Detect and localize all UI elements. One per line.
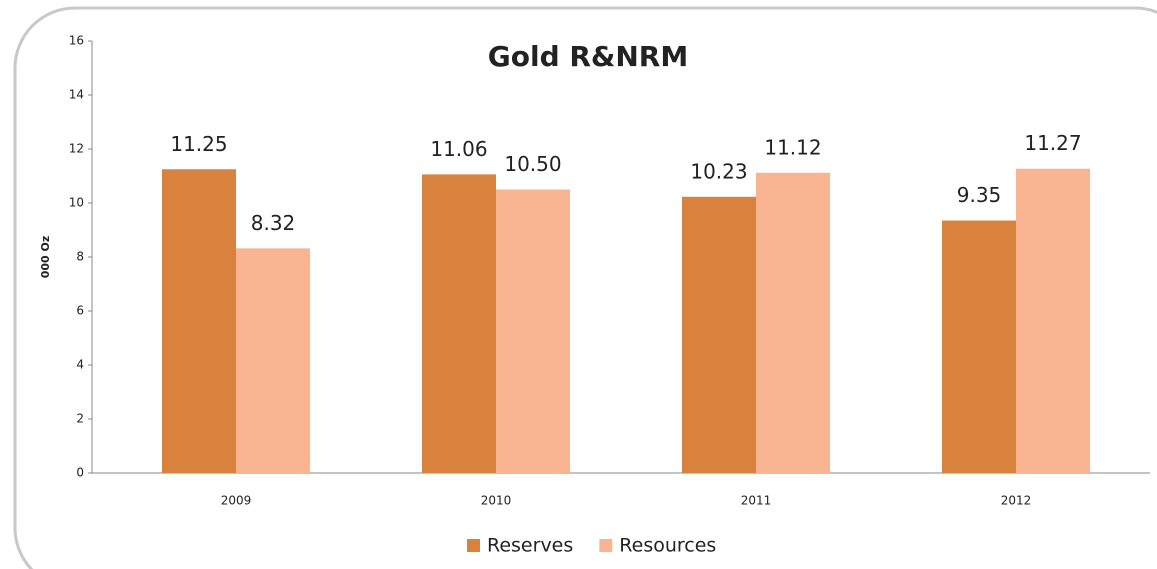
x-tick-label: 2012	[1001, 494, 1032, 508]
bar	[236, 248, 310, 473]
y-tick-label: 2	[76, 412, 84, 426]
data-label: 10.23	[690, 159, 747, 183]
data-label: 11.12	[764, 135, 821, 159]
bar	[496, 189, 570, 473]
bar	[756, 172, 830, 473]
y-tick-label: 4	[76, 358, 84, 372]
x-tick-label: 2009	[221, 494, 252, 508]
y-tick-label: 12	[69, 142, 84, 156]
x-tick-label: 2011	[741, 494, 772, 508]
chart-title: Gold R&NRM	[488, 40, 688, 73]
y-tick-label: 6	[76, 304, 84, 318]
legend-label: Reserves	[487, 535, 573, 557]
legend-label: Resources	[619, 535, 716, 557]
data-label: 11.27	[1024, 131, 1081, 155]
y-tick-label: 8	[76, 250, 84, 264]
x-tick-label: 2010	[481, 494, 512, 508]
y-tick-label: 16	[69, 34, 84, 48]
bar	[422, 174, 496, 473]
data-label: 10.50	[504, 152, 561, 176]
legend-swatch	[467, 539, 480, 552]
data-label: 11.25	[170, 132, 227, 156]
bar	[942, 220, 1016, 473]
bar	[162, 169, 236, 473]
data-label: 8.32	[251, 211, 296, 235]
bar	[1016, 168, 1090, 473]
data-label: 11.06	[430, 137, 487, 161]
y-axis-label: 000 Oz	[39, 236, 52, 279]
data-label: 9.35	[957, 183, 1002, 207]
bar	[682, 196, 756, 474]
y-tick-label: 10	[69, 196, 84, 210]
y-tick-label: 14	[69, 88, 84, 102]
y-tick-label: 0	[76, 466, 84, 480]
legend-swatch	[599, 539, 613, 552]
